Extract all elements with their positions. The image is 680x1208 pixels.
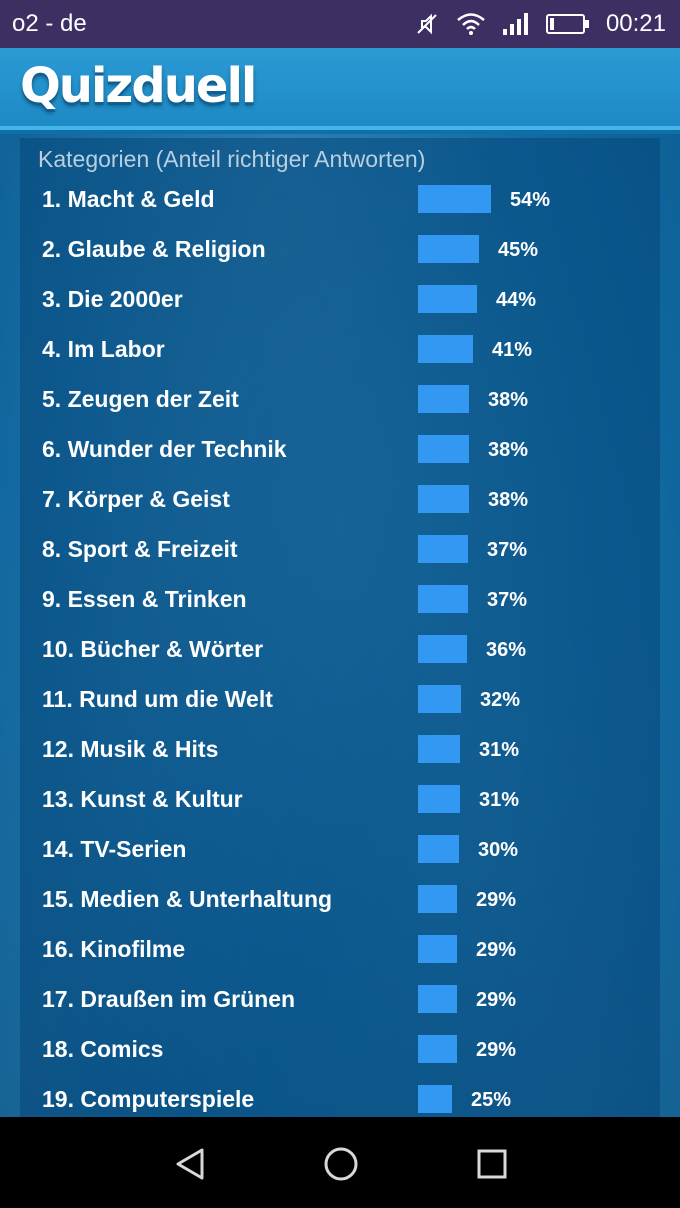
category-list: 1. Macht & Geld 54% 2. Glaube & Religion 45… bbox=[20, 176, 660, 1117]
category-label: 17. Draußen im Grünen bbox=[42, 986, 296, 1012]
category-percent: 29% bbox=[476, 989, 517, 1011]
carrier-name: o2 - de bbox=[12, 10, 87, 37]
category-percent: 25% bbox=[471, 1089, 512, 1111]
category-percent: 32% bbox=[480, 689, 521, 711]
back-icon bbox=[176, 1148, 204, 1180]
category-row: 9. Essen & Trinken 37% bbox=[20, 576, 660, 626]
status-icons: 00:21 bbox=[414, 10, 666, 38]
category-row: 3. Die 2000er 44% bbox=[20, 276, 660, 326]
category-percent: 41% bbox=[492, 339, 533, 361]
category-row: 2. Glaube & Religion 45% bbox=[20, 226, 660, 276]
category-bar bbox=[418, 885, 457, 913]
category-label: 5. Zeugen der Zeit bbox=[42, 386, 239, 412]
wifi-icon bbox=[456, 12, 486, 36]
category-bar bbox=[418, 435, 469, 463]
category-row: 11. Rund um die Welt 32% bbox=[20, 676, 660, 726]
app-logo: Quizduell bbox=[20, 58, 257, 114]
category-percent: 37% bbox=[487, 539, 528, 561]
category-bar bbox=[418, 735, 460, 763]
category-row: 15. Medien & Unterhaltung 29% bbox=[20, 876, 660, 926]
status-bar: o2 - de bbox=[0, 0, 680, 48]
category-label: 14. TV-Serien bbox=[42, 836, 187, 862]
category-bar bbox=[418, 785, 460, 813]
category-label: 11. Rund um die Welt bbox=[42, 686, 273, 712]
category-percent: 36% bbox=[486, 639, 527, 661]
recents-icon bbox=[477, 1149, 507, 1179]
category-label: 13. Kunst & Kultur bbox=[42, 786, 243, 812]
category-percent: 29% bbox=[476, 889, 517, 911]
category-row: 12. Musik & Hits 31% bbox=[20, 726, 660, 776]
category-percent: 44% bbox=[496, 289, 537, 311]
category-percent: 37% bbox=[487, 589, 528, 611]
category-label: 6. Wunder der Technik bbox=[42, 436, 287, 462]
category-row: 4. Im Labor 41% bbox=[20, 326, 660, 376]
category-label: 15. Medien & Unterhaltung bbox=[42, 886, 333, 912]
category-row: 6. Wunder der Technik 38% bbox=[20, 426, 660, 476]
category-label: 18. Comics bbox=[42, 1036, 164, 1062]
category-bar bbox=[418, 335, 473, 363]
category-row: 16. Kinofilme 29% bbox=[20, 926, 660, 976]
category-label: 9. Essen & Trinken bbox=[42, 586, 247, 612]
category-label: 10. Bücher & Wörter bbox=[42, 636, 264, 662]
back-button[interactable] bbox=[170, 1144, 210, 1184]
clock: 00:21 bbox=[605, 10, 666, 37]
category-bar bbox=[418, 485, 469, 513]
mute-icon bbox=[414, 11, 440, 37]
recents-button[interactable] bbox=[472, 1144, 512, 1184]
category-percent: 38% bbox=[488, 489, 529, 511]
category-row: 19. Computerspiele 25% bbox=[20, 1076, 660, 1117]
category-percent: 29% bbox=[476, 1039, 517, 1061]
category-bar bbox=[418, 235, 479, 263]
category-bar bbox=[418, 835, 459, 863]
category-bar bbox=[418, 285, 477, 313]
home-icon bbox=[324, 1147, 358, 1181]
category-bar bbox=[418, 635, 467, 663]
category-label: 2. Glaube & Religion bbox=[42, 236, 266, 262]
category-label: 3. Die 2000er bbox=[42, 286, 183, 312]
panel-title: Kategorien (Anteil richtiger Antworten) bbox=[38, 146, 426, 172]
app-header: Quizduell bbox=[0, 48, 680, 130]
category-percent: 38% bbox=[488, 439, 529, 461]
category-bar bbox=[418, 1085, 452, 1113]
category-bar bbox=[418, 985, 457, 1013]
category-row: 7. Körper & Geist 38% bbox=[20, 476, 660, 526]
category-row: 14. TV-Serien 30% bbox=[20, 826, 660, 876]
category-percent: 31% bbox=[479, 789, 520, 811]
category-percent: 38% bbox=[488, 389, 529, 411]
battery-icon bbox=[545, 13, 590, 35]
category-percent: 30% bbox=[478, 839, 519, 861]
category-percent: 29% bbox=[476, 939, 517, 961]
category-bar bbox=[418, 935, 457, 963]
category-label: 1. Macht & Geld bbox=[42, 186, 215, 212]
category-label: 4. Im Labor bbox=[42, 336, 165, 362]
category-bar bbox=[418, 685, 461, 713]
category-bar bbox=[418, 585, 468, 613]
category-row: 1. Macht & Geld 54% bbox=[20, 176, 660, 226]
category-row: 17. Draußen im Grünen 29% bbox=[20, 976, 660, 1026]
category-percent: 31% bbox=[479, 739, 520, 761]
category-label: 16. Kinofilme bbox=[42, 936, 186, 962]
category-percent: 54% bbox=[510, 189, 551, 211]
signal-icon bbox=[502, 12, 530, 36]
content-area: Kategorien (Anteil richtiger Antworten) … bbox=[0, 134, 680, 1117]
category-bar bbox=[418, 385, 469, 413]
category-row: 10. Bücher & Wörter 36% bbox=[20, 626, 660, 676]
category-row: 18. Comics 29% bbox=[20, 1026, 660, 1076]
navigation-bar bbox=[0, 1117, 680, 1208]
category-bar bbox=[418, 535, 468, 563]
category-label: 7. Körper & Geist bbox=[42, 486, 230, 512]
category-label: 19. Computerspiele bbox=[42, 1086, 255, 1112]
category-percent: 45% bbox=[498, 239, 539, 261]
category-label: 12. Musik & Hits bbox=[42, 736, 219, 762]
category-row: 5. Zeugen der Zeit 38% bbox=[20, 376, 660, 426]
category-label: 8. Sport & Freizeit bbox=[42, 536, 238, 562]
category-stats-panel: Kategorien (Anteil richtiger Antworten) … bbox=[20, 138, 660, 1117]
home-button[interactable] bbox=[321, 1144, 361, 1184]
category-row: 13. Kunst & Kultur 31% bbox=[20, 776, 660, 826]
category-row: 8. Sport & Freizeit 37% bbox=[20, 526, 660, 576]
category-bar bbox=[418, 1035, 457, 1063]
category-bar bbox=[418, 185, 491, 213]
